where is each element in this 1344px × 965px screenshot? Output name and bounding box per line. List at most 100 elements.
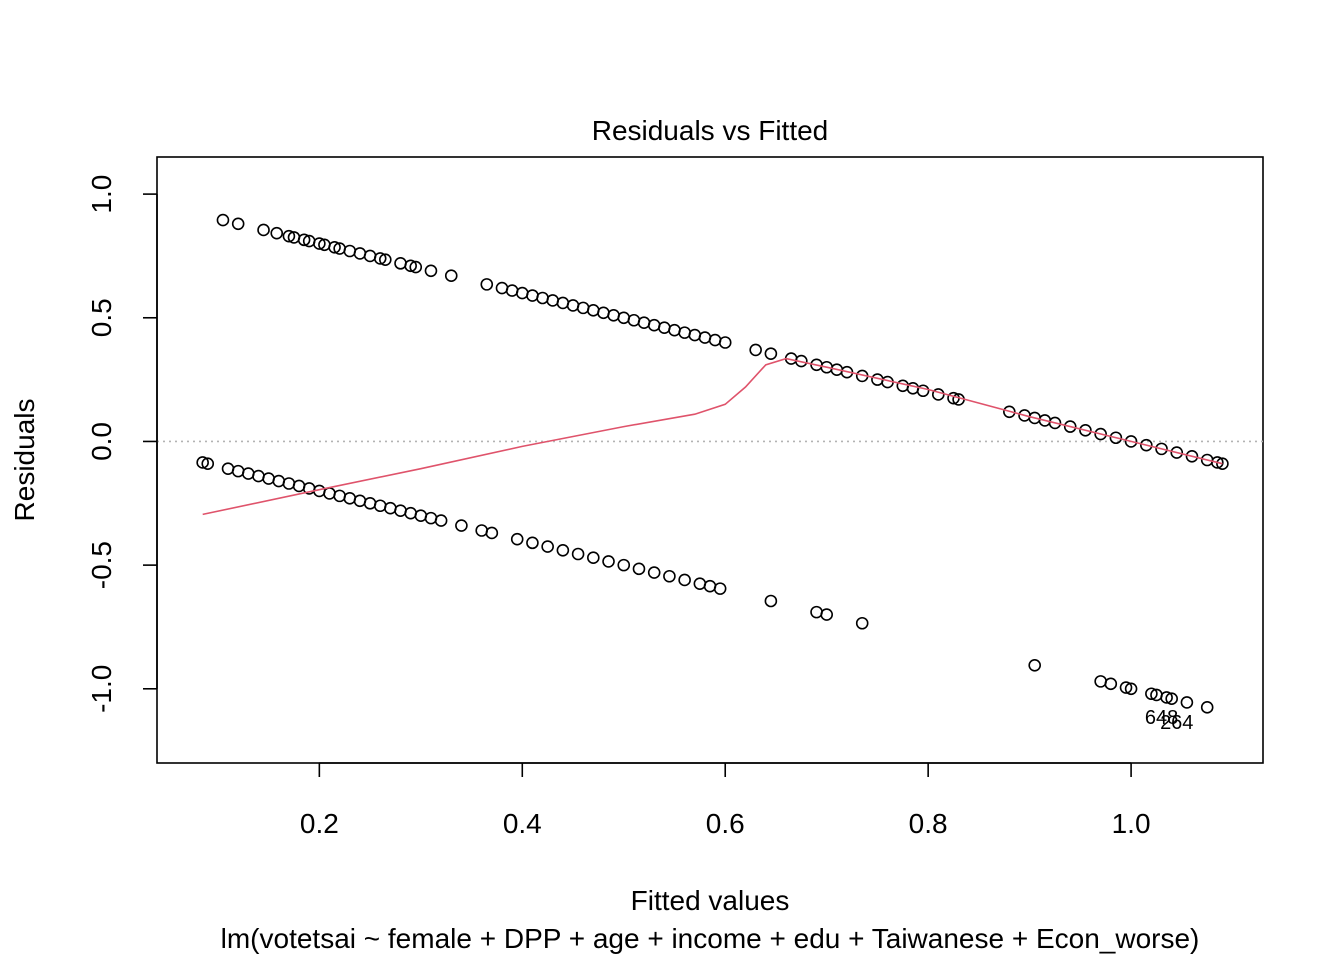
residual-point — [328, 240, 341, 254]
outlier-label: 264 — [1160, 712, 1193, 734]
residual-point — [1063, 420, 1077, 433]
residual-point — [1185, 449, 1199, 463]
residual-point — [597, 306, 610, 320]
residual-point — [1119, 681, 1133, 694]
residual-point — [576, 301, 590, 315]
residual-point — [353, 247, 367, 260]
residual-point — [855, 616, 869, 630]
residual-point — [541, 540, 554, 553]
residual-point — [764, 594, 778, 608]
x-axis-title: Fitted values — [631, 885, 790, 916]
residual-point — [1155, 442, 1168, 456]
residual-point — [373, 499, 387, 513]
residual-point — [1003, 405, 1016, 419]
residual-point — [1165, 692, 1178, 705]
residual-point — [637, 316, 651, 330]
residual-point — [444, 269, 458, 283]
residual-point — [343, 492, 357, 505]
residual-point — [485, 526, 499, 540]
residual-point — [708, 333, 722, 347]
residual-point — [196, 456, 209, 469]
residual-point — [201, 457, 215, 471]
residual-point — [1170, 446, 1184, 459]
residual-point — [424, 511, 438, 525]
residual-point — [632, 562, 646, 576]
residual-point — [526, 536, 539, 550]
residual-point — [242, 467, 255, 480]
residual-point — [404, 506, 417, 520]
residual-point — [1104, 677, 1118, 691]
residual-point — [363, 496, 377, 510]
residual-point — [257, 223, 270, 237]
residual-point — [617, 558, 631, 572]
residual-point — [505, 284, 519, 297]
residual-point — [1048, 416, 1062, 430]
residual-point — [1124, 435, 1138, 448]
residual-point — [718, 336, 732, 349]
residual-point — [647, 566, 661, 579]
residual-point — [1200, 701, 1214, 714]
residual-point — [282, 477, 296, 490]
y-tick-label: -0.5 — [86, 541, 117, 589]
model-formula: lm(votetsai ~ female + DPP + age + incom… — [221, 923, 1200, 954]
residual-point — [536, 291, 549, 305]
residual-point — [231, 217, 245, 231]
residual-point — [678, 573, 691, 587]
residual-point — [515, 286, 529, 300]
residual-point — [1180, 696, 1194, 709]
residual-point — [313, 237, 326, 250]
residual-point — [480, 278, 494, 291]
y-tick-label: 0.5 — [86, 298, 117, 337]
residual-point — [282, 229, 296, 243]
residual-point — [373, 252, 387, 265]
residual-point — [333, 489, 346, 503]
residual-point — [379, 253, 392, 266]
y-tick-label: 0.0 — [86, 422, 117, 461]
residual-point — [1079, 424, 1092, 437]
residual-point — [678, 326, 691, 339]
residual-point — [571, 547, 585, 561]
residual-point — [1145, 687, 1158, 701]
outlier-label: 648 — [1145, 707, 1178, 729]
residual-point — [394, 257, 407, 270]
residual-point — [713, 582, 727, 595]
residual-point — [475, 524, 488, 537]
residual-point — [495, 281, 509, 295]
residual-point — [703, 579, 717, 593]
residual-point — [1140, 438, 1153, 452]
residual-point — [272, 474, 286, 488]
y-axis-title: Residuals — [9, 399, 40, 522]
residual-point — [749, 343, 762, 357]
residual-point — [566, 299, 580, 312]
residual-point — [906, 381, 920, 395]
residual-point — [343, 244, 357, 258]
y-axis: -1.0 -0.5 0.0 0.5 1.0 — [86, 175, 158, 713]
residual-point — [394, 504, 407, 518]
residual-point — [916, 384, 930, 398]
residual-point — [546, 294, 560, 307]
residual-point — [353, 494, 367, 508]
residual-point — [556, 296, 570, 310]
residual-point — [1160, 691, 1173, 704]
residual-point — [414, 509, 428, 522]
residual-point — [363, 249, 377, 263]
x-tick-label: 1.0 — [1112, 808, 1151, 839]
residual-point — [668, 323, 681, 337]
residual-point — [698, 331, 712, 344]
residual-point — [270, 226, 284, 240]
residual-point — [688, 328, 702, 342]
residual-point — [1124, 682, 1138, 696]
residual-point — [384, 501, 397, 515]
y-tick-label: -1.0 — [86, 665, 117, 713]
residual-point — [587, 304, 600, 317]
residual-point — [658, 321, 671, 334]
residual-point — [693, 577, 707, 590]
residual-point — [526, 289, 539, 302]
residual-point — [896, 379, 910, 393]
residual-point — [587, 551, 600, 565]
residual-point — [424, 264, 438, 278]
x-tick-label: 0.4 — [503, 808, 542, 839]
